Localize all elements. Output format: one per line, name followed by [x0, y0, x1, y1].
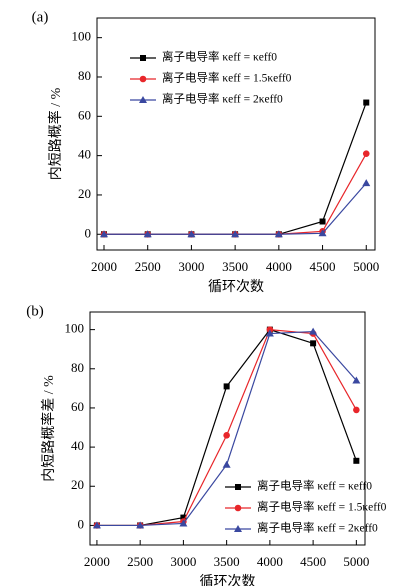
legend-label: 离子电导率 κeff = 1.5κeff0 [257, 500, 387, 514]
legend-marker [235, 484, 241, 490]
legend-label: 离子电导率 κeff = κeff0 [162, 50, 277, 64]
y-tick-label: 80 [71, 360, 84, 375]
x-tick-label: 3000 [170, 554, 196, 569]
marker [362, 179, 371, 187]
y-tick-label: 40 [71, 438, 84, 453]
marker [274, 230, 283, 238]
marker [143, 230, 152, 238]
x-tick-label: 2000 [91, 259, 117, 274]
y-tick-label: 0 [78, 516, 85, 531]
series-line [103, 102, 367, 235]
y-axis-label: 内短路概率差 / % [40, 375, 57, 482]
x-tick-label: 3000 [178, 259, 204, 274]
marker [92, 521, 101, 529]
marker [319, 218, 326, 225]
x-tick-label: 4500 [300, 554, 326, 569]
marker [362, 150, 370, 157]
marker [222, 460, 231, 468]
marker [179, 519, 188, 527]
marker [265, 329, 274, 337]
y-tick-label: 60 [78, 107, 91, 122]
x-tick-label: 4000 [266, 259, 292, 274]
legend-marker [139, 96, 147, 103]
marker [187, 230, 196, 238]
plot-frame [89, 311, 366, 546]
y-tick-label: 0 [85, 225, 92, 240]
series-line [103, 153, 367, 235]
legend-label: 离子电导率 κeff = κeff0 [257, 479, 372, 493]
series-line [96, 328, 357, 527]
panel-label: (b) [26, 303, 44, 319]
x-tick-label: 3500 [222, 259, 248, 274]
marker [180, 514, 187, 521]
marker [353, 406, 360, 414]
y-axis-label: 内短路概率 / % [47, 87, 64, 180]
marker [318, 229, 327, 237]
y-tick-label: 100 [72, 29, 92, 44]
legend-marker [139, 75, 147, 83]
legend-marker [234, 525, 242, 532]
y-tick-label: 60 [71, 399, 84, 414]
marker [223, 383, 230, 390]
marker [309, 327, 318, 335]
marker [352, 376, 361, 384]
marker [136, 521, 145, 529]
panel-label: (a) [32, 9, 49, 25]
legend-marker [140, 55, 146, 61]
x-tick-label: 4500 [310, 259, 336, 274]
x-tick-label: 2000 [84, 554, 110, 569]
marker [353, 457, 360, 464]
y-tick-label: 100 [65, 321, 85, 336]
y-tick-label: 20 [78, 186, 91, 201]
legend-marker [234, 504, 242, 512]
series-line [96, 328, 357, 527]
x-tick-label: 2500 [135, 259, 161, 274]
x-axis-label: 循环次数 [200, 574, 256, 586]
marker [310, 340, 317, 347]
marker [231, 230, 240, 238]
y-tick-label: 40 [78, 147, 91, 162]
legend-label: 离子电导率 κeff = 1.5κeff0 [162, 71, 292, 85]
x-tick-label: 5000 [343, 554, 369, 569]
y-tick-label: 20 [71, 477, 84, 492]
x-axis-label: 循环次数 [208, 279, 264, 295]
x-tick-label: 4000 [257, 554, 283, 569]
plot-frame [96, 17, 376, 251]
series-line [96, 330, 357, 527]
x-tick-label: 2500 [127, 554, 153, 569]
marker [363, 99, 370, 106]
x-tick-label: 3500 [214, 554, 240, 569]
marker [99, 230, 108, 238]
x-tick-label: 5000 [353, 259, 379, 274]
legend-label: 离子电导率 κeff = 2κeff0 [162, 92, 283, 106]
y-tick-label: 80 [78, 68, 91, 83]
legend-label: 离子电导率 κeff = 2κeff0 [257, 521, 378, 535]
marker [223, 432, 230, 439]
